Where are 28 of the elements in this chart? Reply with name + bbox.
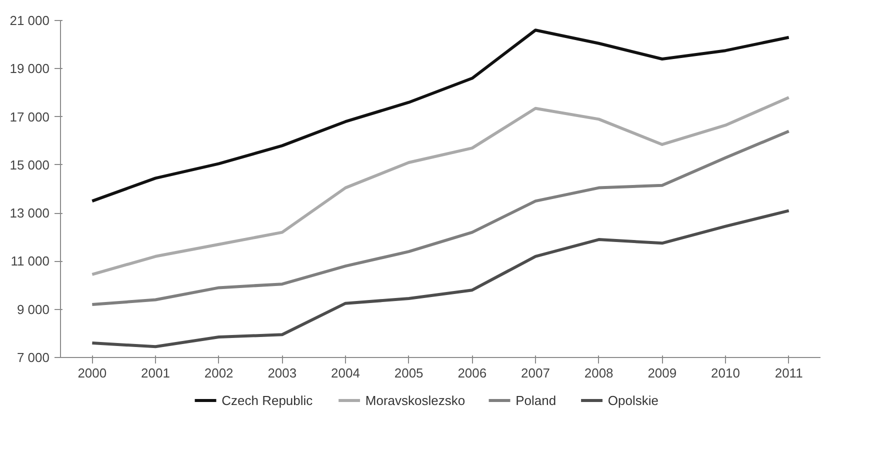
line-series [90,28,790,203]
x-tick-label: 2002 [204,366,234,380]
legend-label: Czech Republic [222,393,314,408]
y-tick-label: 19 000 [10,61,50,76]
y-tick-label: 11 000 [10,254,50,269]
x-tick-label: 2011 [774,366,803,380]
x-tick-label: 2009 [648,366,677,380]
legend-label: Opolskie [608,393,658,408]
y-tick-label: 15 000 [10,157,50,172]
x-tick-label: 2004 [331,366,360,380]
y-tick-label: 7 000 [16,350,50,365]
x-tick-label: 2001 [141,366,170,380]
line-series [90,96,790,276]
x-tick-label: 2010 [711,366,740,380]
x-tick-label: 2000 [78,366,107,380]
y-tick-label: 13 000 [10,206,50,221]
y-tick-label: 17 000 [10,109,50,124]
x-tick-label: 2006 [458,366,487,380]
x-tick-label: 2007 [521,366,550,380]
line-series [90,209,790,348]
legend-label: Poland [516,393,556,408]
line-series [90,130,790,306]
y-tick-label: 21 000 [10,13,50,28]
y-tick-label: 9 000 [16,302,50,317]
legend-label: Moravskoslezsko [365,393,466,408]
x-tick-label: 2003 [268,366,297,380]
x-tick-label: 2005 [394,366,424,380]
x-tick-label: 2008 [584,366,614,380]
